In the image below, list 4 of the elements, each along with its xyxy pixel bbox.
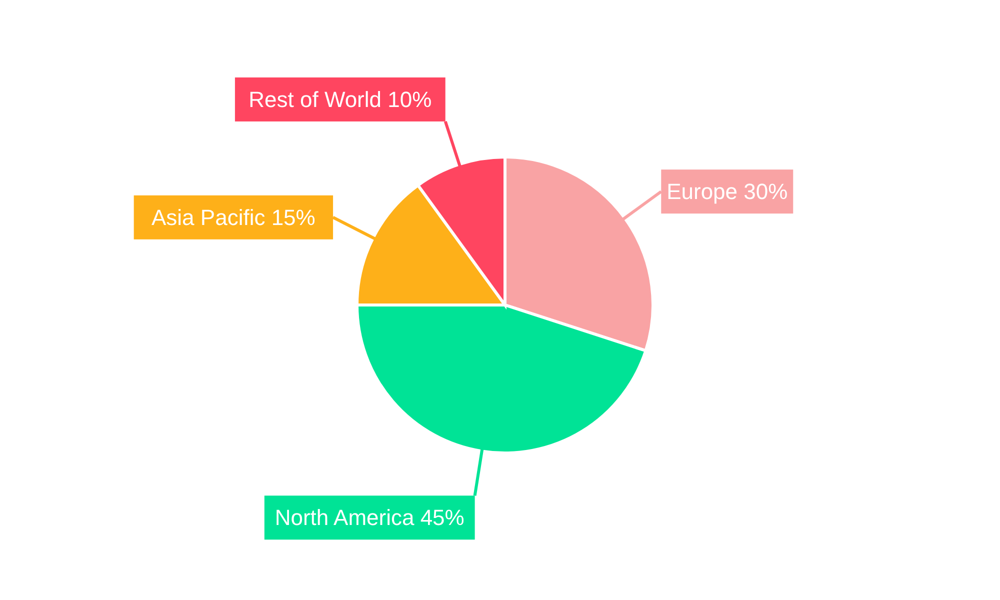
slice-label: North America 45% bbox=[274, 505, 464, 530]
slice-label: Asia Pacific 15% bbox=[152, 204, 316, 230]
slice-label: Europe 30% bbox=[666, 179, 788, 204]
slice-label: Rest of World 10% bbox=[248, 86, 432, 112]
